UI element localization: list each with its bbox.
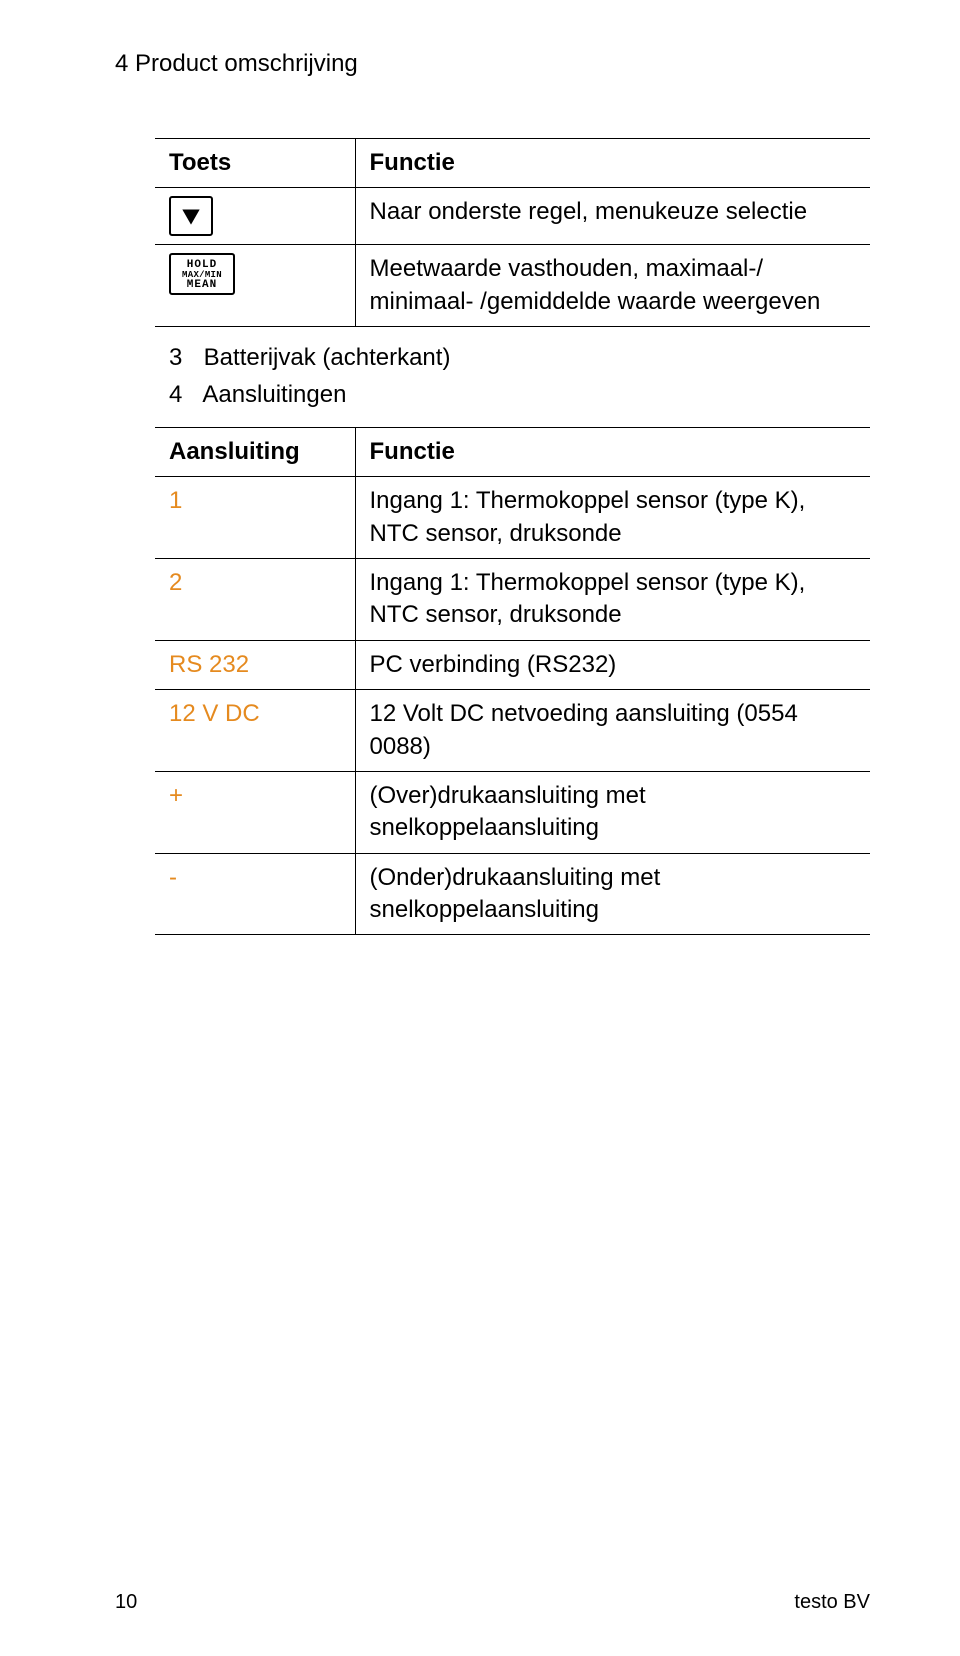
footer-brand: testo BV xyxy=(794,1591,870,1614)
numbered-list: 3 Batterijvak (achterkant) 4 Aansluiting… xyxy=(155,341,870,413)
table-row: 12 V DC 12 Volt DC netvoeding aansluitin… xyxy=(155,690,870,772)
table-header-row: Aansluiting Functie xyxy=(155,427,870,476)
table-row: - (Onder)drukaansluiting met snelkoppela… xyxy=(155,853,870,935)
table-row: HOLD MAX/MIN MEAN Meetwaarde vasthouden,… xyxy=(155,245,870,327)
table-key-cell: - xyxy=(155,853,355,935)
table-cell: Naar onderste regel, menukeuze selectie xyxy=(355,188,870,245)
list-item-text: Aansluitingen xyxy=(202,381,346,408)
aansluiting-functie-table: Aansluiting Functie 1 Ingang 1: Thermoko… xyxy=(155,427,870,936)
table-cell: Meetwaarde vasthouden, maximaal-/ minima… xyxy=(355,245,870,327)
table-cell: (Onder)drukaansluiting met snelkoppelaan… xyxy=(355,853,870,935)
list-item-number: 4 xyxy=(169,378,197,413)
table-key-cell: 2 xyxy=(155,558,355,640)
key-icon-cell xyxy=(155,188,355,245)
hold-max-min-mean-key-icon: HOLD MAX/MIN MEAN xyxy=(169,253,235,295)
list-item: 4 Aansluitingen xyxy=(169,378,856,413)
page-footer: 10 testo BV xyxy=(115,1591,870,1614)
table-row: + (Over)drukaansluiting met snelkoppelaa… xyxy=(155,771,870,853)
list-item-text: Batterijvak (achterkant) xyxy=(204,344,451,371)
table-header-aansluiting: Aansluiting xyxy=(155,427,355,476)
down-arrow-key-icon xyxy=(169,196,213,236)
table-key-cell: + xyxy=(155,771,355,853)
page-number: 10 xyxy=(115,1591,137,1614)
table-row: 1 Ingang 1: Thermokoppel sensor (type K)… xyxy=(155,477,870,559)
table-cell: Ingang 1: Thermokoppel sensor (type K), … xyxy=(355,477,870,559)
section-title: 4 Product omschrijving xyxy=(115,50,870,78)
table-cell: Ingang 1: Thermokoppel sensor (type K), … xyxy=(355,558,870,640)
toets-functie-table: Toets Functie Naar onderste regel, menuk… xyxy=(155,138,870,327)
table-key-cell: 1 xyxy=(155,477,355,559)
content-area: Toets Functie Naar onderste regel, menuk… xyxy=(155,138,870,935)
table-row: 2 Ingang 1: Thermokoppel sensor (type K)… xyxy=(155,558,870,640)
table-header-functie: Functie xyxy=(355,427,870,476)
table-cell: PC verbinding (RS232) xyxy=(355,640,870,689)
table-key-cell: RS 232 xyxy=(155,640,355,689)
list-item-number: 3 xyxy=(169,341,197,376)
key-icon-cell: HOLD MAX/MIN MEAN xyxy=(155,245,355,327)
page: 4 Product omschrijving Toets Functie Naa… xyxy=(0,0,960,1656)
table-key-cell: 12 V DC xyxy=(155,690,355,772)
table-cell: (Over)drukaansluiting met snelkoppelaans… xyxy=(355,771,870,853)
list-item: 3 Batterijvak (achterkant) xyxy=(169,341,856,376)
table-cell: 12 Volt DC netvoeding aansluiting (0554 … xyxy=(355,690,870,772)
table-header-toets: Toets xyxy=(155,139,355,188)
table-header-row: Toets Functie xyxy=(155,139,870,188)
table-header-functie: Functie xyxy=(355,139,870,188)
table-row: Naar onderste regel, menukeuze selectie xyxy=(155,188,870,245)
icon-label: MEAN xyxy=(187,280,217,291)
table-row: RS 232 PC verbinding (RS232) xyxy=(155,640,870,689)
